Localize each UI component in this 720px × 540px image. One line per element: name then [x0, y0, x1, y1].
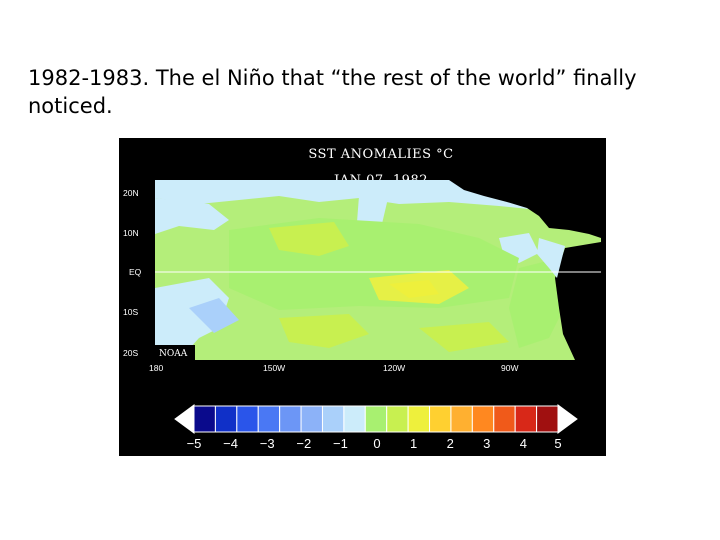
colorbar-swatch	[450, 405, 473, 433]
colorbar-swatch	[214, 405, 238, 433]
lon-label-90w: 90W	[501, 363, 518, 373]
colorbar-swatch	[471, 405, 495, 433]
colorbar-label: 2	[447, 436, 454, 451]
colorbar-swatch	[429, 405, 452, 433]
lat-label-eq: EQ	[129, 267, 142, 277]
colorbar-label: −3	[260, 436, 275, 451]
colorbar-label: 3	[483, 436, 490, 451]
colorbar-swatch	[386, 405, 409, 433]
colorbar-swatch	[536, 405, 559, 433]
sst-anomaly-map-figure: SST ANOMALIES °C JAN 07, 1982 20N 10N EQ	[119, 138, 606, 456]
colorbar-swatch	[193, 405, 216, 433]
lon-label-120w: 120W	[383, 363, 405, 373]
colorbar-right-arrow	[557, 404, 578, 434]
sst-anomaly-map-graphic: SST ANOMALIES °C JAN 07, 1982 20N 10N EQ	[123, 147, 601, 451]
color-scale-bar	[174, 404, 578, 434]
colorbar-label: −2	[296, 436, 311, 451]
colorbar-label: −5	[187, 436, 202, 451]
colorbar-label: −1	[333, 436, 348, 451]
colorbar-label: 1	[410, 436, 417, 451]
slide-caption: 1982-1983. The el Niño that “the rest of…	[28, 66, 637, 118]
lat-label-20n: 20N	[123, 188, 139, 198]
noaa-credit: NOAA	[159, 349, 188, 359]
lat-label-20s: 20S	[123, 348, 138, 358]
lat-label-10n: 10N	[123, 228, 139, 238]
colorbar-swatch	[279, 405, 302, 433]
colorbar-swatch	[493, 405, 516, 433]
colorbar-label: 4	[520, 436, 527, 451]
colorbar-swatch	[300, 405, 323, 433]
lat-label-10s: 10S	[123, 307, 138, 317]
colorbar-label: −4	[223, 436, 238, 451]
colorbar-swatch	[407, 405, 431, 433]
colorbar-swatch	[257, 405, 281, 433]
colorbar-swatch	[514, 405, 538, 433]
colorbar-label: 0	[373, 436, 380, 451]
colorbar-swatch	[364, 405, 388, 433]
colorbar-label: 5	[554, 436, 561, 451]
colorbar-left-arrow	[174, 404, 195, 434]
lon-label-180: 180	[149, 363, 163, 373]
colorbar-swatch	[321, 405, 345, 433]
map-title: SST ANOMALIES °C	[308, 147, 453, 162]
sst-map-area	[155, 180, 601, 360]
colorbar-swatch	[343, 405, 366, 433]
colorbar-swatch	[236, 405, 259, 433]
lon-label-150w: 150W	[263, 363, 285, 373]
